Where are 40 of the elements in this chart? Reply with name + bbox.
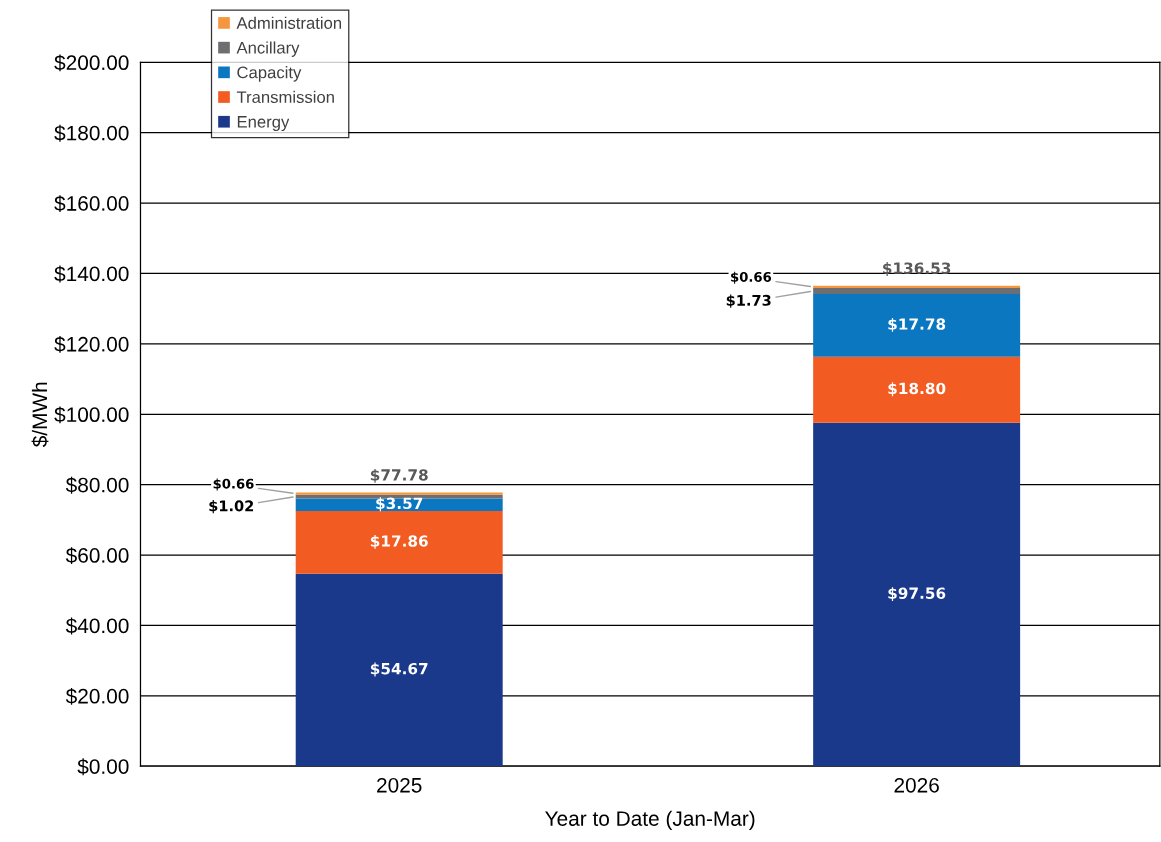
y-tick-label: $140.00 [54,265,129,283]
x-tick-label: 2025 [377,777,422,793]
data-label: $0.66 [731,271,772,284]
bar [813,356,1021,423]
bar [813,288,1021,295]
bar [813,422,1021,767]
bar [295,510,503,574]
legend-label: Ancillary [236,41,300,57]
y-tick-label: $40.00 [65,617,129,635]
x-tick-label: 2026 [894,777,939,793]
total-label: $136.53 [883,262,951,276]
data-label: $54.67 [370,662,428,677]
y-tick-label: $100.00 [54,406,129,424]
legend-label: Transmission [236,90,334,104]
total-label: $77.78 [370,468,428,483]
data-label: $97.56 [888,587,946,601]
y-tick-label: $20.00 [65,687,129,705]
y-tick-label: $180.00 [54,124,129,142]
data-label: $17.86 [370,534,428,549]
y-tick-label: $0.00 [77,758,129,776]
data-label: $0.66 [213,478,254,491]
y-tick-label: $120.00 [54,336,129,353]
data-label: $18.80 [888,382,946,397]
bar [295,573,503,767]
x-axis-title: Year to Date (Jan-Mar) [545,810,755,831]
y-tick-label: $60.00 [65,547,129,565]
bar [295,498,503,511]
bar [813,294,1021,357]
data-label: $17.78 [888,318,946,332]
legend-label: Capacity [237,66,302,82]
legend-label: Energy [237,116,290,132]
legend-label: Administration [236,16,342,29]
data-label: $3.57 [376,497,423,512]
bar [295,492,503,495]
data-label: $1.02 [209,500,254,514]
y-tick-label: $80.00 [65,476,129,494]
y-tick-label: $200.00 [54,54,129,72]
y-tick-label: $160.00 [54,195,129,213]
data-label: $1.73 [726,294,771,308]
y-axis-title: $/MWh [31,382,49,448]
